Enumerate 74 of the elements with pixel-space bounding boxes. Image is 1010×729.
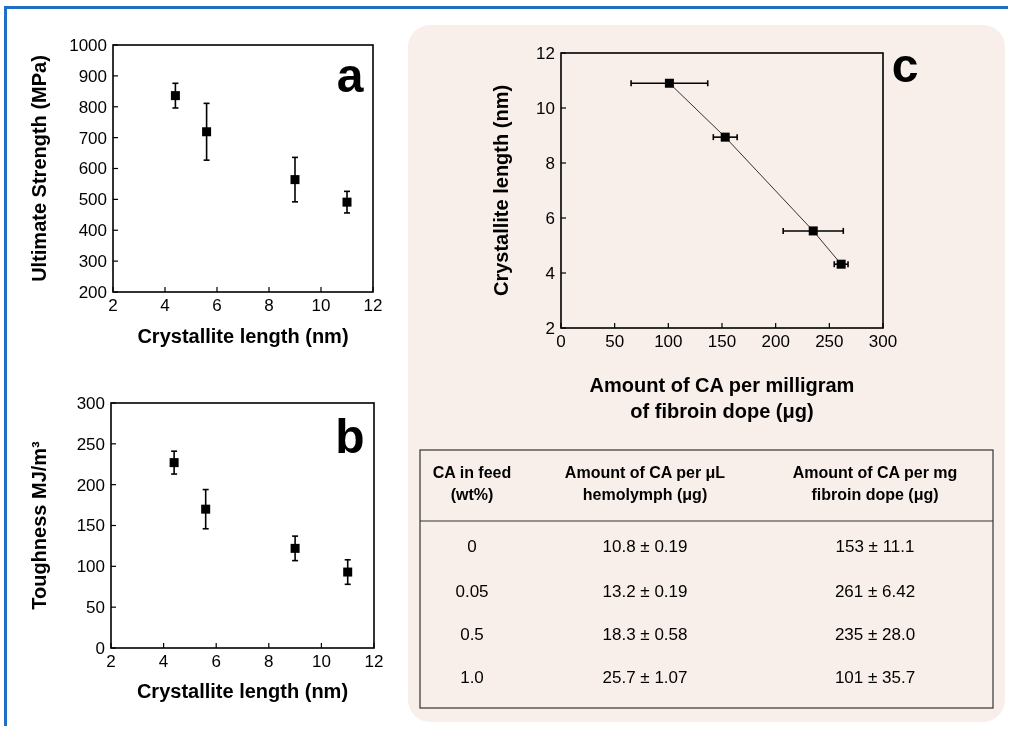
point bbox=[290, 543, 300, 553]
chart-title: a bbox=[336, 49, 364, 102]
y-tick-label: 500 bbox=[78, 190, 107, 210]
x-axis-title: Crystallite length (nm) bbox=[137, 325, 349, 347]
x-tick-label: 4 bbox=[160, 296, 170, 315]
text: 13.2 ± 0.19 bbox=[602, 581, 688, 601]
text: Amount of CA per μL hemolymph (μg) bbox=[564, 464, 726, 503]
y-tick-label: 700 bbox=[78, 128, 107, 148]
y-tick-label: 12 bbox=[536, 43, 555, 63]
y-tick-label: 300 bbox=[78, 252, 107, 272]
y-tick-label: 200 bbox=[76, 475, 105, 495]
point bbox=[342, 197, 352, 207]
x-tick-label: 12 bbox=[364, 652, 384, 671]
x-tick-label: 250 bbox=[815, 332, 844, 351]
y-tick-label: 2 bbox=[545, 318, 555, 338]
y-axis-title: Toughness MJ/m³ bbox=[28, 440, 50, 610]
x-tick-label: 50 bbox=[605, 332, 625, 351]
y-tick-label: 50 bbox=[86, 598, 105, 618]
y-axis-title: Crystallite length (nm) bbox=[490, 84, 512, 297]
y-tick-label: 100 bbox=[76, 557, 105, 577]
x-tick-label: 4 bbox=[158, 652, 169, 671]
x-axis-title: Crystallite length (nm) bbox=[136, 680, 349, 702]
x-tick-label: 200 bbox=[761, 332, 790, 351]
text: 0 bbox=[467, 536, 477, 556]
text: CA in feed (wt%) bbox=[432, 464, 512, 503]
text: 101 ± 35.7 bbox=[834, 667, 916, 687]
y-tick-label: 400 bbox=[78, 221, 107, 241]
x-axis-title: Amount of CA per milligram of fibroin dope (μg) bbox=[589, 374, 855, 422]
y-tick-label: 600 bbox=[78, 159, 107, 179]
x-tick-label: 10 bbox=[311, 296, 331, 315]
y-tick-label: 900 bbox=[78, 66, 107, 86]
point bbox=[664, 78, 674, 88]
x-tick-label: 12 bbox=[363, 296, 383, 315]
x-tick-label: 300 bbox=[868, 332, 898, 351]
x-tick-label: 10 bbox=[311, 652, 331, 671]
y-tick-label: 8 bbox=[545, 153, 555, 173]
y-tick-label: 1000 bbox=[69, 35, 107, 55]
point bbox=[836, 259, 846, 269]
point bbox=[720, 132, 730, 142]
y-tick-label: 0 bbox=[95, 638, 105, 658]
x-tick-label: 8 bbox=[264, 652, 274, 671]
text: 0.05 bbox=[455, 581, 489, 601]
point bbox=[808, 226, 818, 236]
x-tick-label: 6 bbox=[212, 296, 222, 315]
y-tick-label: 300 bbox=[76, 393, 105, 413]
point bbox=[343, 567, 353, 577]
text: 235 ± 28.0 bbox=[834, 624, 916, 644]
y-axis-title: Ultimate Strength (MPa) bbox=[28, 55, 50, 282]
y-tick-label: 10 bbox=[536, 98, 555, 118]
y-tick-label: 250 bbox=[76, 434, 105, 454]
point bbox=[201, 504, 211, 514]
y-tick-label: 4 bbox=[545, 263, 555, 283]
point bbox=[202, 127, 212, 137]
y-tick-label: 150 bbox=[76, 516, 105, 536]
x-tick-label: 150 bbox=[707, 332, 737, 351]
x-tick-label: 100 bbox=[654, 332, 683, 351]
text: 10.8 ± 0.19 bbox=[602, 536, 688, 556]
y-tick-label: 6 bbox=[545, 208, 555, 228]
text: 0.5 bbox=[460, 624, 484, 644]
text: 1.0 bbox=[460, 667, 484, 687]
text: 25.7 ± 1.07 bbox=[602, 667, 688, 687]
y-tick-label: 200 bbox=[78, 282, 107, 302]
point bbox=[170, 91, 180, 101]
point bbox=[290, 175, 300, 185]
text: 261 ± 6.42 bbox=[834, 581, 916, 601]
x-tick-label: 6 bbox=[211, 652, 221, 671]
chart-title: b bbox=[335, 410, 365, 463]
text: 18.3 ± 0.58 bbox=[602, 624, 688, 644]
text: 153 ± 11.1 bbox=[835, 536, 915, 556]
y-tick-label: 800 bbox=[78, 97, 107, 117]
point bbox=[169, 458, 179, 468]
chart-title: c bbox=[891, 39, 919, 92]
text: Amount of CA per mg fibroin dope (μg) bbox=[792, 464, 958, 503]
x-tick-label: 8 bbox=[264, 296, 274, 315]
